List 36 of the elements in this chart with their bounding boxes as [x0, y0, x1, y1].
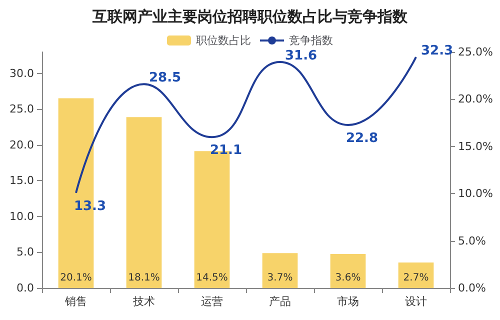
y2-tick-label: 0.0%	[458, 282, 486, 294]
legend-label: 竞争指数	[289, 34, 333, 47]
y2-tick-label: 25.0%	[458, 46, 493, 58]
data-label: 3.6%	[335, 272, 361, 284]
y2-tick-label: 15.0%	[458, 140, 493, 153]
bar	[126, 117, 162, 288]
y-tick-label: 5.0	[16, 246, 34, 259]
y-tick-label: 0.0	[16, 282, 34, 294]
data-label: 20.1%	[60, 272, 92, 284]
data-label: 2.7%	[403, 272, 429, 284]
x-tick-label: 产品	[269, 295, 291, 308]
y2-tick-label: 5.0%	[458, 234, 486, 248]
y-tick-label: 30.0	[10, 66, 34, 80]
legend-label: 职位数占比	[196, 34, 251, 47]
x-tick-label: 销售	[64, 295, 87, 308]
y-tick-label: 25.0	[10, 102, 34, 116]
x-tick-label: 设计	[405, 295, 427, 308]
data-label: 31.6	[285, 48, 318, 64]
x-tick-label: 技术	[132, 295, 155, 308]
data-label: 18.1%	[128, 272, 160, 284]
bar	[330, 254, 366, 288]
bar	[262, 253, 298, 288]
x-tick-label: 市场	[337, 295, 359, 308]
data-label: 14.5%	[196, 272, 228, 284]
data-label: 22.8	[346, 130, 378, 146]
y2-tick-label: 10.0%	[458, 187, 493, 200]
y2-tick-label: 20.0%	[458, 92, 493, 106]
data-label: 28.5	[149, 70, 182, 86]
y-tick-label: 10.0	[10, 210, 34, 223]
x-tick-label: 运营	[201, 295, 223, 308]
chart-title: 互联网产业主要岗位招聘职位数占比与竞争指数	[92, 8, 408, 26]
y-tick-label: 20.0	[10, 138, 34, 152]
bar	[398, 262, 434, 288]
data-label: 3.7%	[267, 272, 293, 284]
y-tick-label: 15.0	[10, 174, 34, 188]
data-label: 32.3	[421, 44, 454, 59]
